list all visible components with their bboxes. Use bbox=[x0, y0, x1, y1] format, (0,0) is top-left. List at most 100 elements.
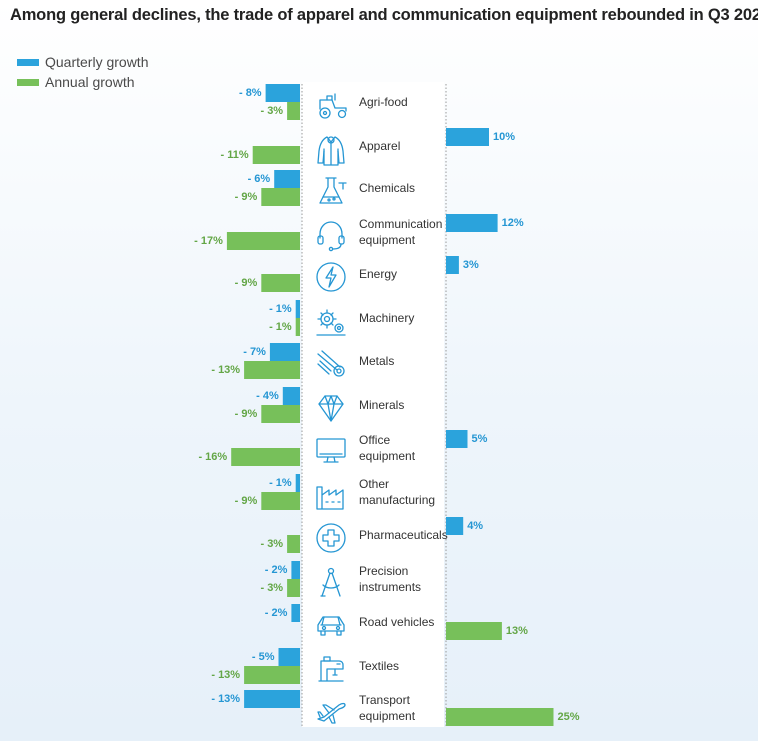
legend-item-annual: Annual growth bbox=[17, 72, 148, 92]
quarterly-bar bbox=[278, 648, 300, 666]
quarterly-bar bbox=[446, 517, 464, 535]
category-row: Other manufacturing - 1% - 9% bbox=[235, 474, 435, 510]
quarterly-value-label: 3% bbox=[463, 259, 479, 271]
metal-pipes-icon bbox=[317, 350, 345, 377]
headset-icon bbox=[317, 221, 345, 252]
category-group: Precision instruments bbox=[320, 564, 421, 597]
quarterly-bar bbox=[446, 430, 468, 448]
category-label: Communication bbox=[359, 217, 442, 231]
legend-label-quarterly: Quarterly growth bbox=[45, 54, 149, 70]
annual-value-label: - 11% bbox=[221, 149, 249, 161]
quarterly-value-label: - 8% bbox=[239, 87, 262, 99]
annual-bar bbox=[226, 232, 300, 250]
quarterly-value-label: 10% bbox=[493, 131, 515, 143]
category-row: Precision instruments - 2% - 3% bbox=[260, 561, 421, 597]
chart-title: Among general declines, the trade of app… bbox=[10, 6, 758, 24]
quarterly-value-label: - 4% bbox=[256, 390, 279, 402]
category-group: Minerals bbox=[318, 395, 404, 422]
quarterly-bar bbox=[291, 561, 300, 579]
annual-bar bbox=[446, 708, 554, 726]
annual-value-label: - 1% bbox=[269, 321, 292, 333]
annual-bar bbox=[287, 535, 300, 553]
lightning-icon bbox=[316, 262, 346, 292]
category-row: Agri-food - 8% - 3% bbox=[239, 84, 408, 120]
category-label: manufacturing bbox=[359, 493, 435, 507]
quarterly-value-label: - 7% bbox=[243, 346, 266, 358]
annual-bar bbox=[244, 666, 300, 684]
category-row: Office equipment 5% - 16% bbox=[198, 430, 488, 466]
category-label: Machinery bbox=[359, 311, 414, 325]
legend-swatch-annual bbox=[17, 78, 39, 86]
category-group: Office equipment bbox=[316, 433, 416, 463]
legend-label-annual: Annual growth bbox=[45, 74, 135, 90]
annual-value-label: - 9% bbox=[235, 408, 258, 420]
quarterly-bar bbox=[282, 387, 300, 405]
flask-icon bbox=[319, 177, 347, 204]
category-label: Road vehicles bbox=[359, 615, 434, 629]
annual-value-label: - 9% bbox=[235, 277, 258, 289]
medical-cross-icon bbox=[316, 523, 346, 553]
category-group: Textiles bbox=[318, 656, 399, 682]
quarterly-value-label: - 2% bbox=[265, 564, 288, 576]
quarterly-bar bbox=[274, 170, 300, 188]
annual-value-label: - 3% bbox=[260, 105, 283, 117]
quarterly-value-label: - 1% bbox=[269, 477, 292, 489]
quarterly-bar bbox=[291, 604, 300, 622]
category-group: Chemicals bbox=[319, 177, 415, 204]
annual-bar bbox=[261, 405, 300, 423]
annual-bar bbox=[446, 622, 502, 640]
quarterly-bar bbox=[265, 84, 300, 102]
annual-value-label: 25% bbox=[558, 711, 580, 723]
annual-bar bbox=[287, 579, 300, 597]
category-group: Machinery bbox=[316, 309, 414, 336]
annual-bar bbox=[231, 448, 300, 466]
category-row: Communication equipment 12% - 17% bbox=[194, 214, 524, 252]
annual-value-label: - 17% bbox=[194, 235, 223, 247]
annual-value-label: - 13% bbox=[211, 364, 240, 376]
category-row: Pharmaceuticals 4% - 3% bbox=[260, 517, 483, 553]
category-label: Minerals bbox=[359, 398, 404, 412]
monitor-icon bbox=[316, 438, 346, 463]
category-group: Transport equipment bbox=[317, 693, 416, 724]
annual-value-label: 13% bbox=[506, 625, 528, 637]
annual-bar bbox=[287, 102, 300, 120]
gears-icon bbox=[316, 309, 346, 336]
category-group: Energy bbox=[316, 262, 397, 292]
annual-value-label: - 9% bbox=[235, 191, 258, 203]
category-label: equipment bbox=[359, 233, 416, 247]
category-label: Pharmaceuticals bbox=[359, 528, 448, 542]
category-label: Precision bbox=[359, 564, 408, 578]
quarterly-value-label: 12% bbox=[502, 217, 524, 229]
factory-icon bbox=[316, 486, 344, 510]
diamond-icon bbox=[318, 395, 344, 422]
quarterly-value-label: 5% bbox=[472, 433, 488, 445]
quarterly-bar bbox=[295, 300, 300, 318]
quarterly-value-label: 4% bbox=[467, 520, 483, 532]
sewing-machine-icon bbox=[318, 656, 344, 682]
tractor-icon bbox=[319, 93, 347, 119]
category-row: Textiles - 5% - 13% bbox=[211, 648, 399, 684]
category-label: Agri-food bbox=[359, 95, 408, 109]
category-label: equipment bbox=[359, 449, 416, 463]
category-group: Communication equipment bbox=[317, 217, 442, 252]
category-label: Energy bbox=[359, 267, 397, 281]
category-group: Other manufacturing bbox=[316, 477, 435, 510]
annual-bar bbox=[244, 361, 300, 379]
annual-bar bbox=[261, 274, 300, 292]
category-label: Chemicals bbox=[359, 181, 415, 195]
category-label: Other bbox=[359, 477, 389, 491]
quarterly-bar bbox=[446, 256, 459, 274]
category-row: Metals - 7%- 13% bbox=[211, 343, 394, 379]
annual-value-label: - 3% bbox=[260, 582, 283, 594]
quarterly-bar bbox=[295, 474, 300, 492]
car-icon bbox=[317, 616, 345, 636]
category-group: Agri-food bbox=[319, 93, 408, 119]
category-group: Metals bbox=[317, 350, 394, 377]
annual-value-label: - 9% bbox=[235, 495, 258, 507]
jacket-icon bbox=[317, 136, 345, 166]
quarterly-value-label: - 2% bbox=[265, 607, 288, 619]
compass-icon bbox=[320, 567, 341, 597]
category-group: Pharmaceuticals bbox=[316, 523, 448, 553]
category-row: Road vehicles - 2% 13% bbox=[265, 604, 528, 640]
